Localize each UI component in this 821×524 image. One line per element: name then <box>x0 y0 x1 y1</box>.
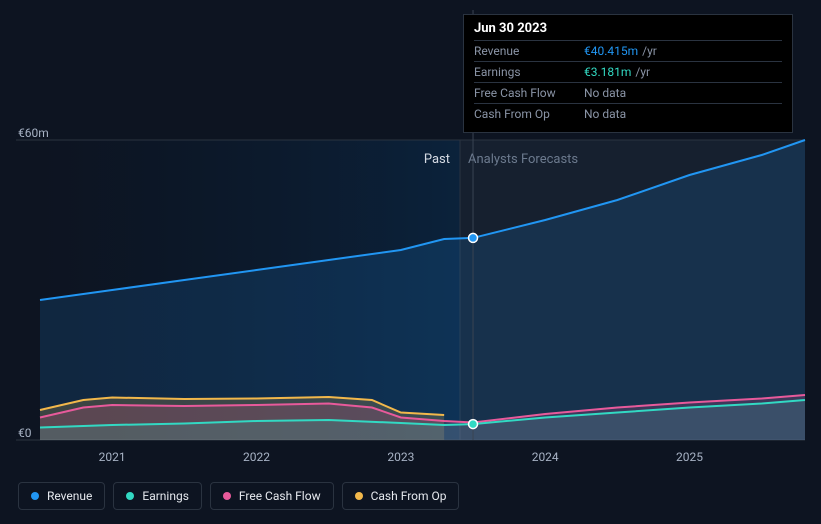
tooltip-row: Free Cash FlowNo data <box>474 82 782 103</box>
tooltip-row-label: Revenue <box>474 44 584 58</box>
legend-label: Free Cash Flow <box>239 489 321 503</box>
y-tick-label: €0 <box>18 426 32 440</box>
legend-dot-icon <box>31 492 39 500</box>
financials-chart: €60m €0 2021 2022 2023 2024 2025 Past Analyst… <box>0 0 821 524</box>
tooltip-row-value: €40.415m <box>584 44 638 58</box>
y-tick-label: €60m <box>18 126 49 140</box>
tooltip-row-value-wrap: €40.415m/yr <box>584 44 657 58</box>
legend-item-earnings[interactable]: Earnings <box>113 482 202 510</box>
tooltip-row-label: Cash From Op <box>474 107 584 121</box>
region-label-forecast: Analysts Forecasts <box>468 152 578 167</box>
x-tick-label: 2023 <box>387 450 414 464</box>
tooltip-row-unit: /yr <box>642 44 657 58</box>
tooltip-row: Earnings€3.181m/yr <box>474 61 782 82</box>
tooltip-row: Revenue€40.415m/yr <box>474 40 782 61</box>
legend-label: Revenue <box>47 489 92 503</box>
legend-item-cash_from_op[interactable]: Cash From Op <box>342 482 460 510</box>
legend-label: Earnings <box>142 489 189 503</box>
tooltip-row-unit: /yr <box>635 65 650 79</box>
tooltip-row: Cash From OpNo data <box>474 103 782 124</box>
x-tick-label: 2025 <box>676 450 703 464</box>
tooltip-title: Jun 30 2023 <box>474 21 782 40</box>
legend-label: Cash From Op <box>371 489 447 503</box>
tooltip-row-value: No data <box>584 107 626 121</box>
tooltip-row-value: €3.181m <box>584 65 631 79</box>
tooltip-row-label: Free Cash Flow <box>474 86 584 100</box>
region-label-past: Past <box>424 152 450 167</box>
legend-dot-icon <box>126 492 134 500</box>
x-tick-label: 2021 <box>99 450 126 464</box>
x-tick-label: 2022 <box>243 450 270 464</box>
hover-marker-revenue <box>469 233 478 242</box>
legend-dot-icon <box>223 492 231 500</box>
tooltip-row-label: Earnings <box>474 65 584 79</box>
legend-dot-icon <box>355 492 363 500</box>
hover-marker-earnings <box>469 420 478 429</box>
tooltip-row-value-wrap: No data <box>584 107 626 121</box>
tooltip-row-value-wrap: No data <box>584 86 626 100</box>
legend: Revenue Earnings Free Cash Flow Cash From O… <box>18 482 459 510</box>
legend-item-free_cash_flow[interactable]: Free Cash Flow <box>210 482 334 510</box>
tooltip-row-value-wrap: €3.181m/yr <box>584 65 650 79</box>
hover-tooltip: Jun 30 2023 Revenue€40.415m/yrEarnings€3… <box>463 14 793 133</box>
legend-item-revenue[interactable]: Revenue <box>18 482 105 510</box>
tooltip-row-value: No data <box>584 86 626 100</box>
x-tick-label: 2024 <box>532 450 559 464</box>
